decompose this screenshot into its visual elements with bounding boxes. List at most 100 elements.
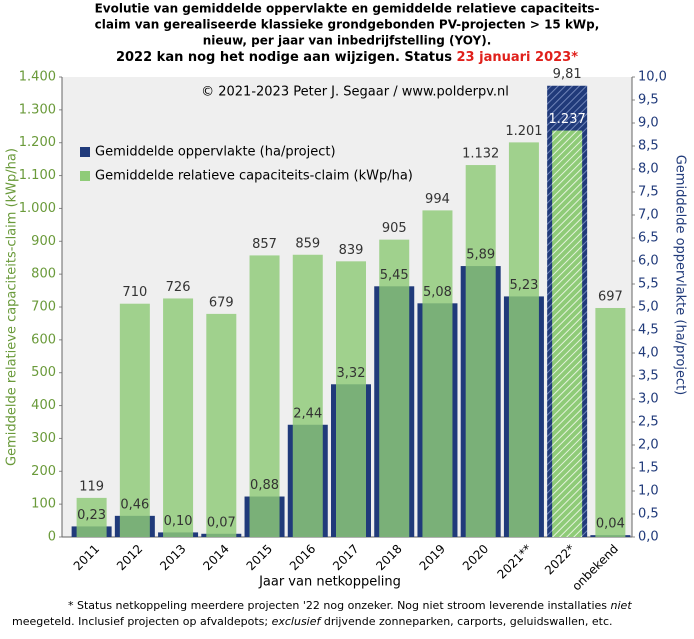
value-label: 5,08 bbox=[423, 285, 452, 300]
value-label: 859 bbox=[295, 236, 320, 251]
footnote-part: * Status netkoppeling meerdere projecten… bbox=[68, 599, 611, 612]
x-tick-label: 2013 bbox=[157, 542, 188, 573]
y-tick-label: 900 bbox=[31, 234, 56, 249]
legend-label: Gemiddelde relatieve capaciteits-claim (… bbox=[95, 169, 413, 184]
value-label: 5,89 bbox=[466, 248, 495, 263]
chart-title: claim van gerealiseerde klassieke grondg… bbox=[95, 18, 600, 32]
y-tick-label: 200 bbox=[31, 464, 56, 479]
chart-title: Evolutie van gemiddelde oppervlakte en g… bbox=[95, 2, 600, 16]
x-axis-title: Jaar van netkoppeling bbox=[258, 575, 401, 590]
bar bbox=[163, 298, 194, 537]
value-label: 0,07 bbox=[207, 515, 236, 530]
bar bbox=[465, 165, 496, 538]
x-tick-label: 2014 bbox=[200, 542, 231, 573]
y2-tick-label: 3,0 bbox=[638, 392, 659, 407]
value-label: 857 bbox=[252, 237, 277, 252]
x-tick-label: 2012 bbox=[114, 542, 145, 573]
y2-tick-label: 8,0 bbox=[638, 162, 659, 177]
chart-subtitle: 2022 kan nog het nodige aan wijzigen. St… bbox=[116, 50, 578, 65]
footnote: * Status netkoppeling meerdere projecten… bbox=[68, 599, 632, 612]
y2-tick-label: 5,0 bbox=[638, 300, 659, 315]
value-label: 1.237 bbox=[549, 112, 586, 127]
y2-tick-label: 10,0 bbox=[638, 70, 667, 85]
y2-tick-label: 9,0 bbox=[638, 116, 659, 131]
y-tick-label: 1.000 bbox=[19, 201, 56, 216]
x-tick-label: 2011 bbox=[71, 542, 102, 573]
subtitle-text: 2022 kan nog het nodige aan wijzigen. St… bbox=[116, 50, 457, 65]
y2-axis-title: Gemiddelde oppervlakte (ha/project) bbox=[673, 155, 688, 396]
y-tick-label: 800 bbox=[31, 267, 56, 282]
y2-tick-label: 1,0 bbox=[638, 484, 659, 499]
x-tick-label: onbekend bbox=[569, 542, 621, 594]
footnote: meegeteld. Inclusief projecten op afvald… bbox=[12, 615, 613, 628]
footnote-part: exclusief bbox=[272, 615, 323, 628]
value-label: 994 bbox=[425, 192, 450, 207]
footnote-part: drijvende zonneparken, carports, geluids… bbox=[320, 615, 612, 628]
bar bbox=[76, 497, 107, 537]
y2-tick-label: 4,5 bbox=[638, 323, 659, 338]
x-tick-label: 2016 bbox=[287, 542, 318, 573]
value-label: 1.201 bbox=[505, 124, 542, 139]
value-label: 726 bbox=[166, 280, 191, 295]
bar bbox=[508, 142, 539, 537]
y2-tick-label: 1,5 bbox=[638, 461, 659, 476]
value-label: 9,81 bbox=[553, 67, 582, 82]
y-tick-label: 700 bbox=[31, 300, 56, 315]
y-axis-title: Gemiddelde relatieve capaciteits-claim (… bbox=[5, 148, 20, 466]
y2-tick-label: 4,0 bbox=[638, 346, 659, 361]
bar bbox=[206, 313, 237, 537]
x-tick-label: 2021** bbox=[495, 542, 535, 582]
footnote-part: meegeteld. Inclusief projecten op afvald… bbox=[12, 615, 272, 628]
y2-tick-label: 6,0 bbox=[638, 254, 659, 269]
bar bbox=[119, 303, 150, 537]
value-label: 710 bbox=[122, 285, 147, 300]
x-tick-label: 2019 bbox=[417, 542, 448, 573]
value-label: 697 bbox=[598, 289, 623, 304]
y-tick-label: 1.400 bbox=[19, 70, 56, 85]
footnote-part: niet bbox=[611, 599, 633, 612]
y2-tick-label: 7,5 bbox=[638, 185, 659, 200]
y-tick-label: 1.200 bbox=[19, 135, 56, 150]
y2-tick-label: 6,5 bbox=[638, 231, 659, 246]
legend-swatch bbox=[80, 171, 90, 181]
x-tick-label: 2020 bbox=[460, 542, 491, 573]
y2-tick-label: 0,5 bbox=[638, 507, 659, 522]
value-label: 0,10 bbox=[164, 514, 193, 529]
value-label: 5,23 bbox=[509, 278, 538, 293]
y2-tick-label: 2,5 bbox=[638, 415, 659, 430]
value-label: 3,32 bbox=[337, 366, 366, 381]
value-label: 0,23 bbox=[77, 508, 106, 523]
y2-tick-label: 2,0 bbox=[638, 438, 659, 453]
bar bbox=[292, 254, 323, 537]
value-label: 1.132 bbox=[462, 147, 499, 162]
subtitle-date: 23 januari 2023* bbox=[457, 50, 579, 65]
y-tick-label: 1.300 bbox=[19, 102, 56, 117]
y2-tick-label: 3,5 bbox=[638, 369, 659, 384]
bar bbox=[336, 261, 366, 537]
y2-tick-label: 0,0 bbox=[638, 530, 659, 545]
y2-tick-label: 5,5 bbox=[638, 277, 659, 292]
y2-tick-label: 7,0 bbox=[638, 208, 659, 223]
y-tick-label: 600 bbox=[31, 332, 56, 347]
bar bbox=[422, 210, 453, 537]
y-tick-label: 100 bbox=[31, 497, 56, 512]
legend-label: Gemiddelde oppervlakte (ha/project) bbox=[95, 145, 336, 160]
bar bbox=[552, 130, 583, 538]
value-label: 2,44 bbox=[293, 406, 322, 421]
x-tick-label: 2017 bbox=[330, 542, 361, 573]
y-tick-label: 1.100 bbox=[19, 168, 56, 183]
x-tick-label: 2015 bbox=[244, 542, 275, 573]
value-label: 0,46 bbox=[120, 497, 149, 512]
bar bbox=[249, 255, 280, 537]
bar bbox=[595, 307, 626, 537]
y2-tick-label: 9,5 bbox=[638, 93, 659, 108]
y-tick-label: 500 bbox=[31, 365, 56, 380]
value-label: 5,45 bbox=[380, 268, 409, 283]
y-tick-label: 0 bbox=[48, 530, 56, 545]
value-label: 839 bbox=[339, 243, 364, 258]
bar bbox=[379, 239, 410, 537]
value-label: 679 bbox=[209, 295, 234, 310]
chart-title: nieuw, per jaar van inbedrijfstelling (Y… bbox=[203, 34, 492, 48]
value-label: 0,04 bbox=[596, 517, 625, 532]
